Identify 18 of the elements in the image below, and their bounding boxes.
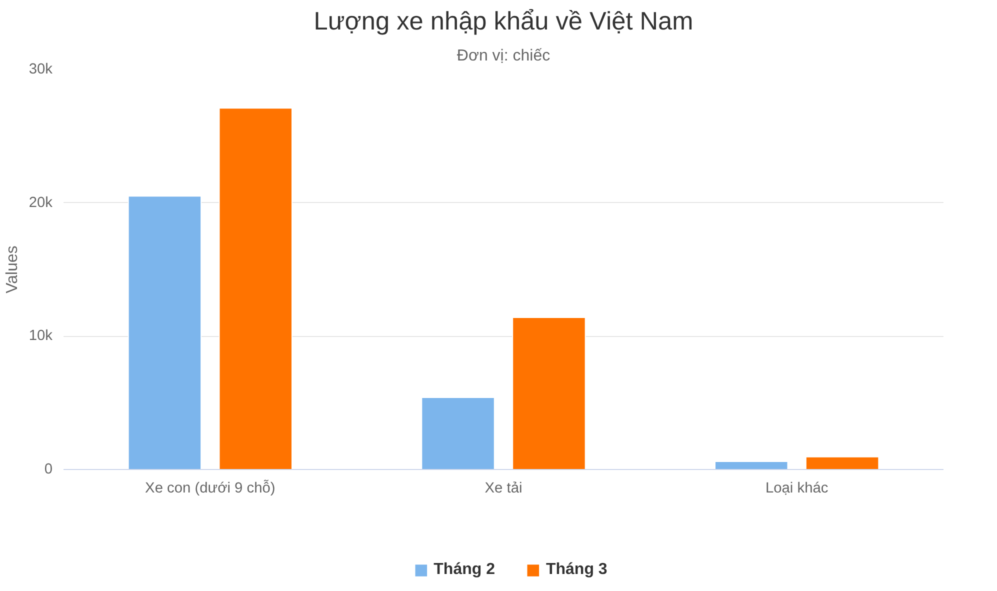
bar [218,108,293,470]
legend-label: Tháng 3 [546,561,608,580]
bar [805,456,880,470]
x-tick-label: Xe tải [484,480,522,496]
bar [714,461,788,470]
bar [128,196,202,470]
y-tick-label: 10k [28,328,54,344]
y-tick-label: 0 [44,462,53,478]
y-tick-label: 20k [28,194,54,211]
x-tick-label: Xe con (dưới 9 chỗ) [145,480,276,496]
y-tick-label: 30k [28,62,54,78]
chart-title: Lượng xe nhập khẩu về Việt Nam [314,8,694,36]
legend-label: Tháng 2 [434,561,495,580]
x-tick-label: Loại khác [765,480,828,496]
y-axis-title: Values [4,246,21,294]
bar [512,317,586,470]
bar [421,397,495,470]
chart-subtitle: Đơn vị: chiếc [456,48,550,64]
